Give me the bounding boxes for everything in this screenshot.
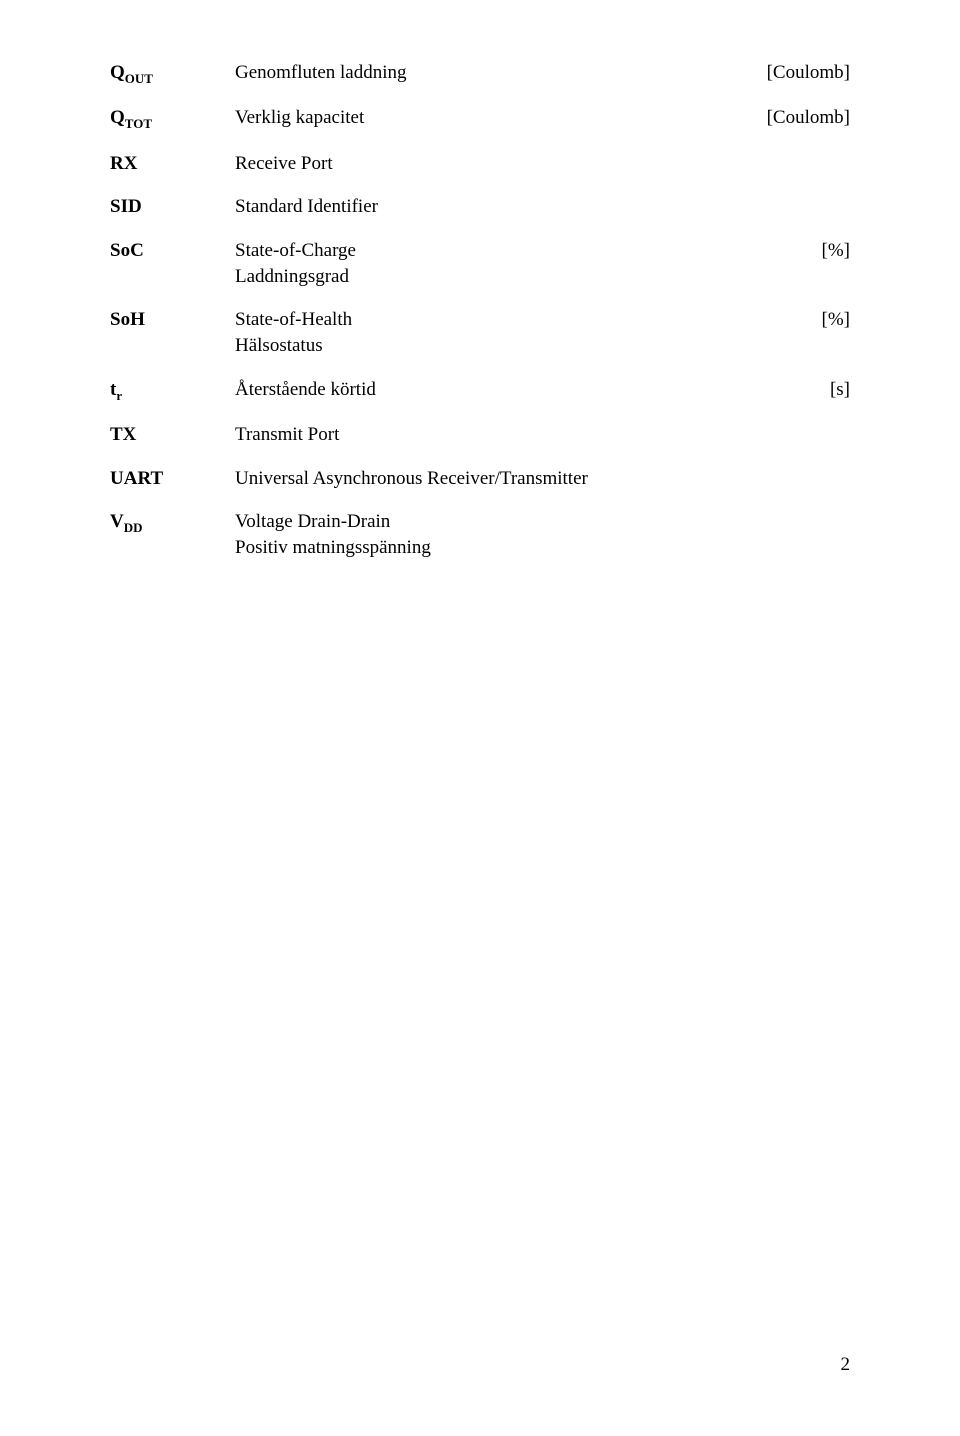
symbol-cell: SoC: [110, 238, 235, 264]
symbol-base: SoC: [110, 240, 144, 261]
symbol-sub: DD: [124, 520, 143, 535]
symbol-base: Q: [110, 62, 125, 83]
unit-cell: [Coulomb]: [740, 60, 850, 86]
definition-line-1: Voltage Drain-Drain: [235, 511, 390, 532]
definition-row: RX Receive Port: [110, 151, 850, 177]
symbol-base: Q: [110, 107, 125, 128]
symbol-cell: QTOT: [110, 105, 235, 132]
symbol-sub: TOT: [125, 116, 152, 131]
symbol-cell: UART: [110, 466, 235, 492]
definition-cell: Återstående körtid: [235, 377, 740, 403]
definition-line-1: Transmit Port: [235, 424, 339, 445]
definition-line-1: State-of-Charge: [235, 240, 356, 261]
symbol-cell: RX: [110, 151, 235, 177]
definition-line-1: State-of-Health: [235, 309, 352, 330]
unit-cell: [%]: [740, 238, 850, 264]
symbol-base: V: [110, 511, 124, 532]
symbol-cell: tr: [110, 377, 235, 404]
symbol-cell: VDD: [110, 509, 235, 536]
definition-line-1: Genomfluten laddning: [235, 62, 407, 83]
page: QOUT Genomfluten laddning [Coulomb] QTOT…: [0, 0, 960, 1436]
definition-line-1: Universal Asynchronous Receiver/Transmit…: [235, 468, 588, 489]
definition-row: TX Transmit Port: [110, 422, 850, 448]
definition-cell: Receive Port: [235, 151, 740, 177]
definition-row: QOUT Genomfluten laddning [Coulomb]: [110, 60, 850, 87]
symbol-base: RX: [110, 153, 137, 174]
definition-row: SoC State-of-Charge Laddningsgrad [%]: [110, 238, 850, 289]
definition-row: SID Standard Identifier: [110, 194, 850, 220]
symbol-base: UART: [110, 468, 163, 489]
symbol-cell: TX: [110, 422, 235, 448]
page-number: 2: [841, 1354, 851, 1376]
definition-cell: Transmit Port: [235, 422, 740, 448]
symbol-base: SoH: [110, 309, 145, 330]
symbol-cell: SoH: [110, 307, 235, 333]
definition-cell: Genomfluten laddning: [235, 60, 740, 86]
definition-row: SoH State-of-Health Hälsostatus [%]: [110, 307, 850, 358]
definition-row: VDD Voltage Drain-Drain Positiv matnings…: [110, 509, 850, 560]
definition-line-2: Hälsostatus: [235, 335, 323, 356]
definition-row: UART Universal Asynchronous Receiver/Tra…: [110, 466, 850, 492]
symbol-sub: OUT: [125, 71, 153, 86]
definition-line-2: Laddningsgrad: [235, 266, 349, 287]
symbol-base: TX: [110, 424, 136, 445]
definition-row: tr Återstående körtid [s]: [110, 377, 850, 404]
definition-cell: State-of-Health Hälsostatus: [235, 307, 740, 358]
definition-cell: Voltage Drain-Drain Positiv matningsspän…: [235, 509, 740, 560]
definition-cell: Standard Identifier: [235, 194, 740, 220]
definition-line-1: Verklig kapacitet: [235, 107, 364, 128]
symbol-cell: QOUT: [110, 60, 235, 87]
definition-line-1: Standard Identifier: [235, 196, 378, 217]
definition-cell: State-of-Charge Laddningsgrad: [235, 238, 740, 289]
definition-line-2: Positiv matningsspänning: [235, 537, 431, 558]
unit-cell: [%]: [740, 307, 850, 333]
definition-cell: Verklig kapacitet: [235, 105, 740, 131]
definition-line-1: Receive Port: [235, 153, 333, 174]
definition-row: QTOT Verklig kapacitet [Coulomb]: [110, 105, 850, 132]
unit-cell: [s]: [740, 377, 850, 403]
unit-cell: [Coulomb]: [740, 105, 850, 131]
definition-cell: Universal Asynchronous Receiver/Transmit…: [235, 466, 740, 492]
symbol-base: SID: [110, 196, 142, 217]
symbol-sub: r: [116, 387, 122, 402]
definition-line-1: Återstående körtid: [235, 379, 376, 400]
symbol-cell: SID: [110, 194, 235, 220]
